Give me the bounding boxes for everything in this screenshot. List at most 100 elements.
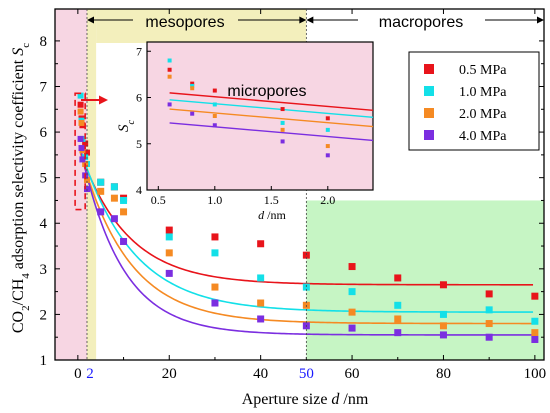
legend-marker (424, 86, 434, 96)
x-axis-title: Aperture size d /nm (242, 391, 369, 408)
legend-marker (424, 64, 434, 74)
x-tick-label: 20 (162, 366, 177, 382)
data-point (439, 322, 447, 330)
inset-data-point (325, 153, 330, 158)
y-tick-label: 1 (40, 353, 48, 369)
data-point (302, 251, 310, 259)
inset-data-point (325, 127, 330, 132)
inset-y-tick-label: 7 (136, 44, 142, 58)
data-point (394, 274, 402, 282)
inset-frame (146, 41, 374, 191)
y-tick-label: 2 (40, 307, 48, 323)
inset-x-tick-label: 2.0 (320, 193, 335, 207)
macropores-label: macropores (379, 14, 463, 31)
inset-fit-line (169, 122, 374, 142)
legend: 0.5 MPa 1.0 MPa 2.0 MPa 4.0 MPa (408, 51, 540, 151)
x-tick-label: 0 (74, 366, 82, 382)
data-point (78, 145, 85, 152)
x-tick-label: 80 (436, 366, 451, 382)
data-point (79, 156, 86, 163)
data-point (83, 176, 90, 183)
inset-data-point (325, 116, 330, 121)
inset-data-point (280, 120, 285, 125)
annotations: mesopores macropores (74, 9, 544, 360)
y-tick-label: 7 (40, 79, 48, 95)
fit-curve-4-0-MPa (79, 149, 534, 336)
inset-data-point (190, 111, 195, 116)
legend-label: 1.0 MPa (459, 85, 507, 100)
macropores-arrowhead-left (306, 16, 314, 24)
data-point (165, 226, 173, 234)
data-point (348, 263, 356, 271)
y-axis-title: CO2/CH4 adsorption selectivity coefficie… (10, 43, 32, 333)
data-point (531, 335, 539, 343)
data-point (485, 290, 493, 298)
mesopores-arrowhead-right (299, 16, 307, 24)
data-point (439, 310, 447, 318)
fit-curve-2-0-MPa (79, 153, 534, 325)
inset-data-point (212, 102, 217, 107)
legend-marker (424, 108, 434, 118)
data-point (165, 249, 173, 257)
data-point (531, 329, 539, 337)
inset-fit-line (169, 92, 374, 112)
inset-data-point (167, 102, 172, 107)
inset-data-point (190, 86, 195, 91)
inset-data-point (167, 67, 172, 72)
inset-data-point (280, 107, 285, 112)
data-point (531, 317, 539, 325)
inset-data-point (212, 88, 217, 93)
data-point (110, 215, 118, 223)
data-point (485, 320, 493, 328)
mesopores-region (96, 9, 307, 43)
x-tick-label-boundary: 50 (299, 366, 314, 382)
data-point (257, 274, 265, 282)
inset-data-point (167, 58, 172, 63)
data-point (97, 208, 105, 216)
data-point (394, 315, 402, 323)
x-tick-label: 100 (524, 366, 547, 382)
legend-marker (424, 130, 434, 140)
mesopores-region-band (86, 9, 97, 360)
y-tick-label: 5 (40, 171, 48, 187)
data-point (120, 196, 128, 204)
inset-fit-line (169, 108, 374, 128)
data-point (165, 233, 173, 241)
data-point (83, 149, 90, 156)
data-point (165, 269, 173, 277)
data-point (348, 288, 356, 296)
data-point (211, 233, 219, 241)
y-tick-label: 4 (40, 216, 48, 232)
data-point (77, 101, 84, 108)
data-point (439, 331, 447, 339)
inset-data-point (212, 114, 217, 118)
inset-x-tick-label: 0.5 (151, 193, 166, 207)
inset-data-point (190, 81, 195, 86)
inset-chart: micropores 0.5 1.0 1.5 2.0 4 5 6 7 d /nm Sc (116, 41, 374, 222)
legend-label: 2.0 MPa (459, 107, 507, 122)
data-point (348, 324, 356, 332)
x-tick-label: 60 (345, 366, 360, 382)
zoom-arrowhead (99, 95, 108, 105)
data-point (97, 178, 105, 186)
mesopores-label: mesopores (145, 14, 224, 31)
data-point (211, 283, 219, 291)
inset-x-tick-label: 1.5 (264, 193, 279, 207)
inset-y-tick-label: 6 (136, 91, 142, 105)
inset-x-tick-label: 1.0 (207, 193, 222, 207)
zoom-box (74, 92, 86, 211)
data-point (78, 119, 85, 126)
data-point (257, 240, 265, 248)
y-tick-label: 6 (40, 125, 48, 141)
data-point (257, 299, 265, 307)
inset-y-tick-label: 5 (136, 137, 142, 151)
data-point (211, 249, 219, 257)
data-point (257, 315, 265, 323)
plot-frame (54, 8, 545, 361)
data-point (531, 292, 539, 300)
data-point (120, 208, 128, 216)
x-tick-label-boundary: 2 (86, 366, 94, 382)
inset-data-point (280, 127, 285, 132)
